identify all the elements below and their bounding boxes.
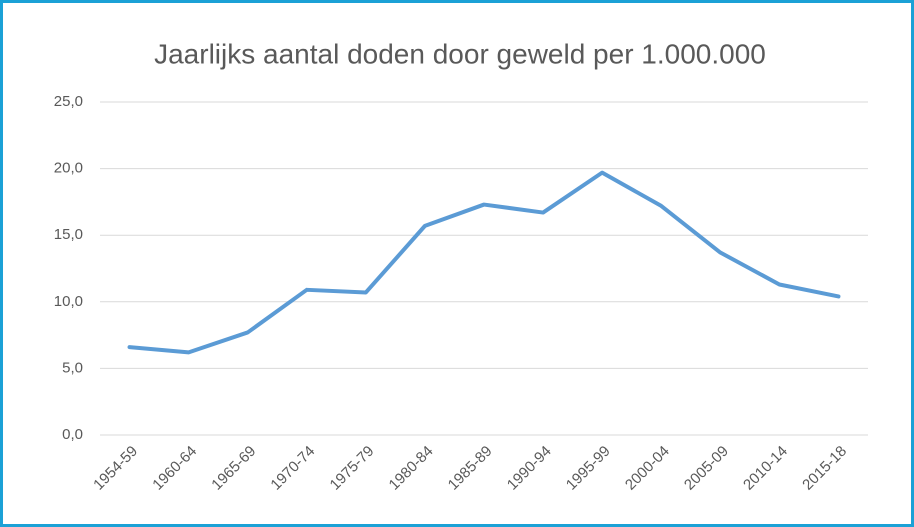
chart-title: Jaarlijks aantal doden door geweld per 1… bbox=[154, 38, 766, 69]
y-tick-label: 15,0 bbox=[54, 226, 83, 243]
y-tick-label: 10,0 bbox=[54, 293, 83, 310]
y-tick-label: 25,0 bbox=[54, 93, 83, 110]
y-tick-label: 20,0 bbox=[54, 160, 83, 177]
y-tick-label: 0,0 bbox=[62, 426, 83, 443]
y-tick-label: 5,0 bbox=[62, 359, 83, 376]
data-line bbox=[127, 170, 841, 355]
